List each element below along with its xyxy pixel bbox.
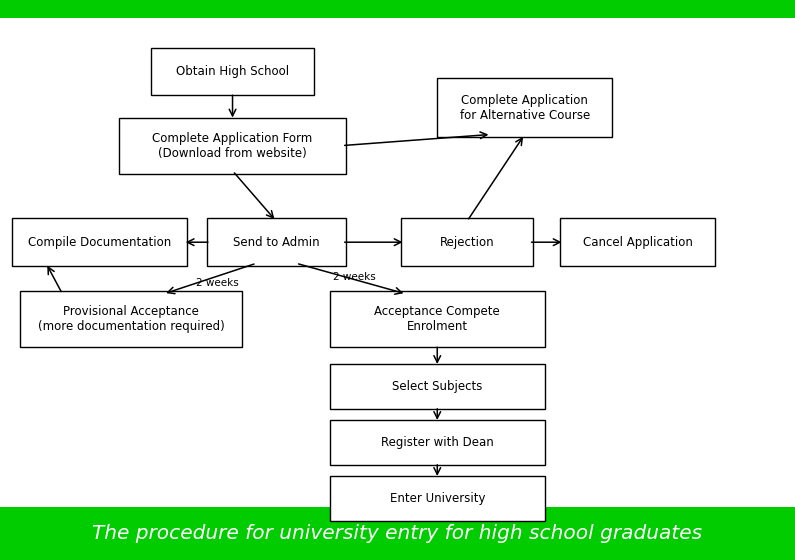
FancyBboxPatch shape: [12, 218, 187, 266]
FancyBboxPatch shape: [560, 218, 716, 266]
Text: Provisional Acceptance
(more documentation required): Provisional Acceptance (more documentati…: [38, 305, 224, 333]
Text: 2 weeks: 2 weeks: [333, 272, 376, 282]
FancyBboxPatch shape: [330, 420, 545, 465]
Text: 2 weeks: 2 weeks: [196, 278, 238, 288]
FancyBboxPatch shape: [401, 218, 533, 266]
FancyBboxPatch shape: [437, 78, 612, 137]
Text: Rejection: Rejection: [440, 236, 494, 249]
Text: Acceptance Compete
Enrolment: Acceptance Compete Enrolment: [374, 305, 500, 333]
Text: Complete Application Form
(Download from website): Complete Application Form (Download from…: [153, 132, 312, 160]
FancyBboxPatch shape: [330, 364, 545, 409]
FancyBboxPatch shape: [0, 0, 795, 18]
Text: Select Subjects: Select Subjects: [392, 380, 483, 393]
FancyBboxPatch shape: [0, 507, 795, 560]
FancyBboxPatch shape: [207, 218, 346, 266]
Text: Complete Application
for Alternative Course: Complete Application for Alternative Cou…: [460, 94, 590, 122]
Text: Cancel Application: Cancel Application: [583, 236, 693, 249]
Text: Compile Documentation: Compile Documentation: [28, 236, 171, 249]
Text: Register with Dean: Register with Dean: [381, 436, 494, 449]
FancyBboxPatch shape: [330, 476, 545, 521]
FancyBboxPatch shape: [20, 291, 242, 347]
FancyBboxPatch shape: [330, 291, 545, 347]
Text: Send to Admin: Send to Admin: [233, 236, 320, 249]
FancyBboxPatch shape: [119, 118, 346, 174]
FancyBboxPatch shape: [151, 48, 314, 95]
Text: Obtain High School: Obtain High School: [176, 65, 289, 78]
Text: The procedure for university entry for high school graduates: The procedure for university entry for h…: [92, 524, 703, 543]
Text: Enter University: Enter University: [390, 492, 485, 505]
